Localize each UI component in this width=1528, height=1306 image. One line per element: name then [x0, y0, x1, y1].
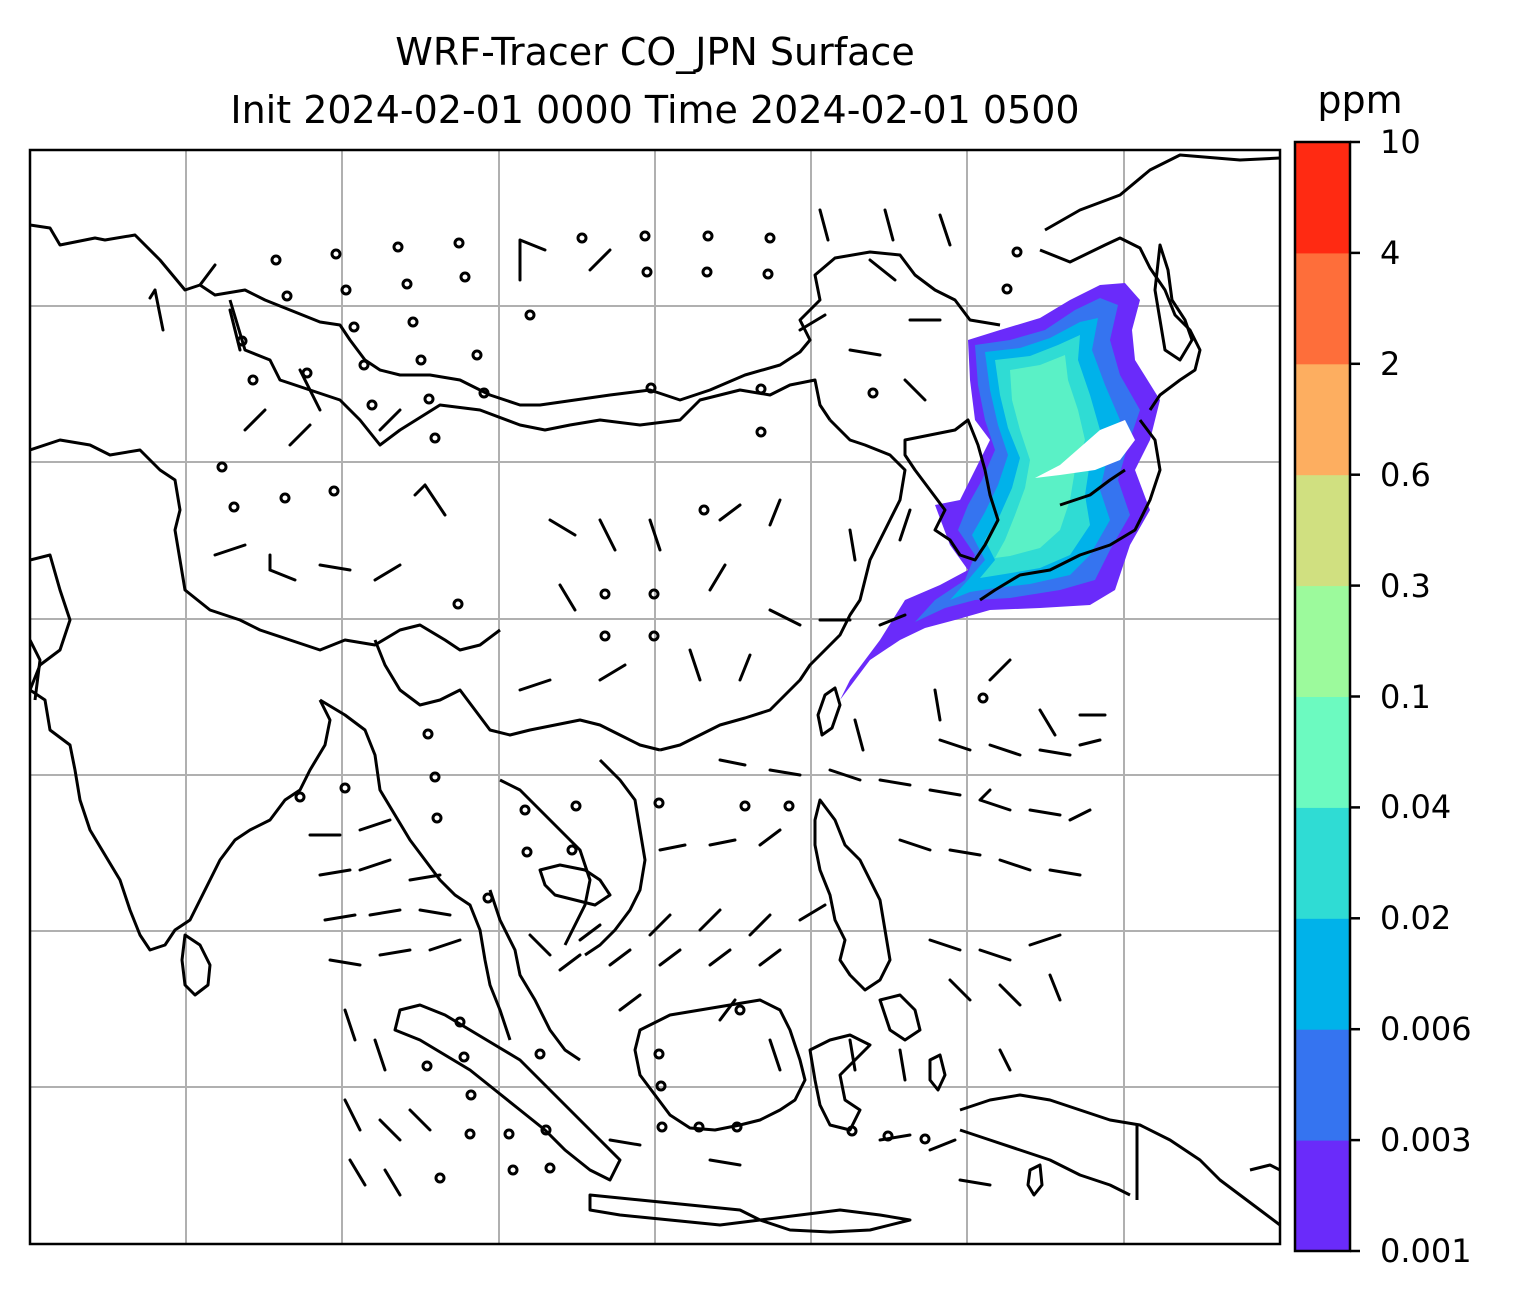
wind-barbs	[148, 208, 1107, 1197]
colorbar-tick-label: 0.04	[1380, 788, 1452, 827]
colorbar-segment	[1295, 252, 1350, 365]
colorbar-tick-label: 0.3	[1380, 566, 1431, 605]
colorbar-segment	[1295, 474, 1350, 587]
colorbar-tick-label: 10	[1380, 123, 1421, 161]
calm-wind-markers	[216, 230, 1023, 1184]
colorbar-segment	[1295, 142, 1350, 254]
colorbar-tick-label: 0.6	[1380, 455, 1431, 494]
colorbar-tick-label: 0.1	[1380, 677, 1431, 716]
colorbar-segment	[1295, 1029, 1350, 1141]
colorbar-segment	[1295, 696, 1350, 808]
colorbar-segment	[1295, 363, 1350, 476]
map-frame	[28, 148, 1282, 1246]
colorbar-segment	[1295, 1140, 1350, 1252]
colorbar-unit-label: ppm	[1317, 78, 1403, 122]
colorbar-tick-label: 0.001	[1380, 1232, 1472, 1270]
tracer-concentration-plume	[840, 283, 1160, 700]
colorbar-segment	[1295, 918, 1350, 1030]
colorbar-tick-label: 4	[1380, 233, 1401, 272]
colorbar-tick-label: 2	[1380, 344, 1401, 383]
colorbar-tick-label: 0.02	[1380, 899, 1452, 938]
colorbar-segment	[1295, 585, 1350, 697]
colorbar	[1293, 140, 1360, 1253]
map-title: WRF-Tracer CO_JPN Surface	[395, 30, 915, 74]
colorbar-tick-label: 0.006	[1380, 1010, 1472, 1049]
colorbar-segment	[1295, 807, 1350, 919]
map-subtitle: Init 2024-02-01 0000 Time 2024-02-01 050…	[230, 88, 1080, 132]
colorbar-tick-label: 0.003	[1380, 1121, 1472, 1160]
